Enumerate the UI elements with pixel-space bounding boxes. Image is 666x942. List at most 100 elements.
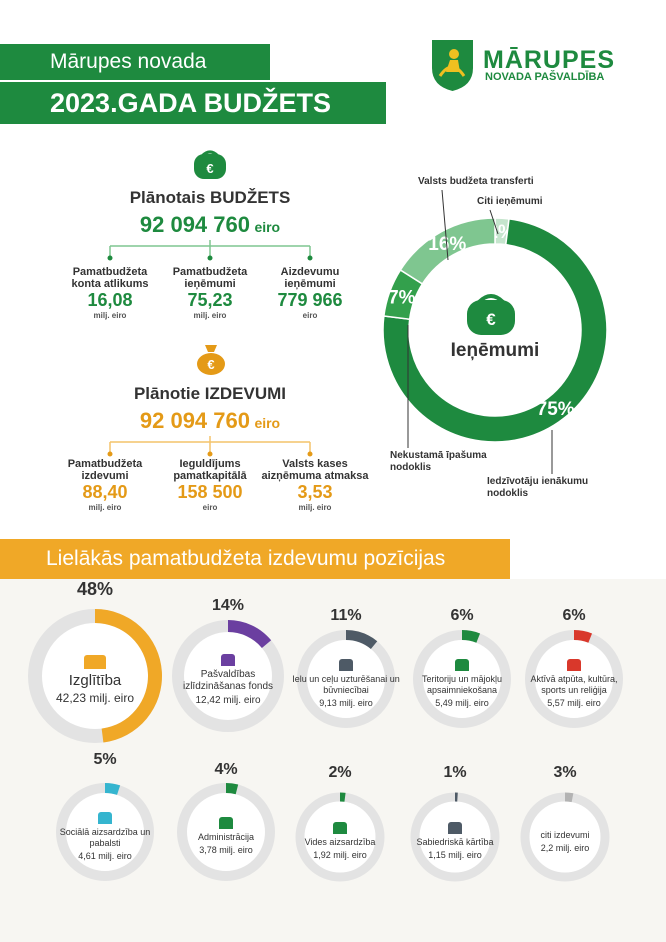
expenses-item: Pamatbudžeta izdevumi 88,40 milj. eiro (67, 458, 143, 512)
expense-ring (295, 792, 385, 882)
slice-label: Iedzīvotāju ienākumu nodoklis (487, 476, 589, 499)
expenses-connector (107, 436, 313, 457)
slice-percent-label: 7% (388, 287, 416, 308)
graduation-cap-icon (84, 655, 106, 669)
expense-value: 1,92 milj. eiro (313, 850, 367, 860)
expense-name: Vides aizsardzība (304, 837, 376, 847)
percent-label: 6% (562, 607, 586, 624)
svg-text:€: € (486, 310, 496, 329)
budget-connector (107, 240, 313, 261)
ring-value-arc (346, 630, 378, 649)
expense-label: Sabiedriskā kārtība 1,15 milj. eiro (405, 822, 505, 860)
svg-text:€: € (206, 161, 213, 176)
revenue-chart-title: Ieņēmumi (450, 340, 540, 361)
svg-text:€: € (207, 357, 214, 372)
percent-label: 1% (443, 764, 467, 781)
expenses-title: Plānotie IZDEVUMI (133, 384, 287, 403)
ring-value-arc (455, 792, 458, 802)
budget-title: Plānotais BUDŽETS (129, 188, 291, 207)
expenses-item: Valsts kases aizņēmuma atmaksa 3,53 milj… (261, 458, 369, 512)
expense-name: Izglītība (68, 672, 122, 689)
budget-item: Aizdevumu ieņēmumi 779 966 eiro (277, 266, 343, 320)
expense-value: 42,23 milj. eiro (55, 691, 135, 705)
section-title: Lielākās pamatbudžeta izdevumu pozīcijas (0, 539, 510, 579)
expenses-unit: eiro (254, 415, 281, 431)
slice-percent-label: 16% (428, 234, 466, 255)
expense-value: 12,42 milj. eiro (195, 695, 261, 706)
slice-label: Citi ieņēmumi (477, 196, 543, 207)
budget-unit: eiro (254, 219, 281, 235)
expense-value: 1,15 milj. eiro (428, 850, 482, 860)
logo-name: MĀRUPES (483, 46, 616, 74)
expense-value: 4,61 milj. eiro (78, 850, 132, 861)
expense-ring (413, 630, 511, 728)
institution-icon (219, 817, 233, 829)
people-icon (98, 811, 112, 824)
expense-ring (177, 783, 275, 881)
header-subtitle: Mārupes novada (0, 44, 270, 80)
slice-percent-label: 75% (537, 399, 575, 420)
ring-value-arc (228, 620, 272, 648)
annotation-leaders (407, 189, 553, 474)
expense-name: Pašvaldības izlīdzināšanas fonds (182, 669, 274, 692)
page-title: 2023.GADA BUDŽETS (0, 82, 386, 124)
expense-ring (520, 792, 610, 882)
expense-ring (297, 630, 395, 728)
percent-label: 2% (328, 764, 352, 781)
expenses-amount-row: 92 094 760 eiro (80, 408, 340, 434)
coat-of-arms-icon (432, 40, 473, 91)
wallet-icon: € (194, 150, 226, 179)
expense-value: 2,2 milj. eiro (540, 842, 590, 853)
budget-item: Pamatbudžeta konta atlikums 16,08 milj. … (71, 266, 149, 320)
buildings-icon (221, 654, 235, 666)
expense-value: 3,78 milj. eiro (199, 845, 253, 855)
expense-label: Teritoriju un mājokļu apsaimniekošana 5,4… (408, 658, 516, 708)
slice-label: Valsts budžeta transferti (418, 176, 534, 187)
expenses-item: Ieguldījums pamatkapitālā 158 500 eiro (173, 458, 247, 512)
expense-label: Vides aizsardzība 1,92 milj. eiro (290, 822, 390, 860)
ring-value-arc (105, 783, 121, 795)
expenses-amount: 92 094 760 (139, 408, 250, 433)
budget-amount: 92 094 760 (139, 212, 250, 237)
expense-rings: 48% Izglītība 42,23 milj. eiro 14% Pašvaldīb… (0, 579, 666, 942)
expense-name: Sociālā aizsardzība un pabalsti (59, 826, 151, 848)
expense-value: 5,49 milj. eiro (435, 697, 489, 708)
road-icon (339, 658, 353, 671)
expense-ring (410, 792, 500, 882)
sprout-icon (333, 822, 347, 834)
logo-subtitle: NOVADA PAŠVALDĪBA (485, 71, 605, 83)
budget-amount-row: 92 094 760 eiro (80, 212, 340, 238)
expense-label: citi izdevumi 2,2 milj. eiro (515, 830, 615, 853)
slice-label: Nekustamā īpašuma nodoklis (390, 450, 487, 473)
expense-label: Izglītība 42,23 milj. eiro (25, 655, 165, 705)
percent-label: 4% (214, 761, 238, 778)
police-icon (448, 822, 462, 834)
ring-value-arc (226, 783, 239, 795)
culture-icon (567, 658, 581, 671)
donut-slice (382, 218, 608, 443)
expense-label: Aktīvā atpūta, kultūra, sports un reliģi… (520, 658, 628, 708)
expense-label: Sociālā aizsardzība un pabalsti 4,61 milj… (51, 811, 159, 861)
expense-value: 5,57 milj. eiro (547, 697, 601, 708)
wallet-icon: € (465, 290, 517, 341)
expense-label: Ielu un ceļu uzturēšanai un būvniecībai 9… (292, 658, 400, 708)
expense-name: Ielu un ceļu uzturēšanai un būvniecībai (292, 673, 400, 695)
expense-label: Pašvaldības izlīdzināšanas fonds 12,42 mi… (168, 654, 288, 706)
ring-value-arc (565, 792, 574, 803)
expense-name: Teritoriju un mājokļu apsaimniekošana (421, 673, 503, 695)
expense-label: Administrācija 3,78 milj. eiro (172, 817, 280, 855)
expense-ring (28, 609, 162, 743)
percent-label: 5% (93, 751, 117, 768)
city-icon (455, 658, 469, 671)
percent-label: 48% (76, 579, 114, 599)
expense-ring (525, 630, 623, 728)
ring-value-arc (462, 630, 481, 643)
percent-label: 6% (450, 607, 474, 624)
ring-value-arc (340, 792, 346, 802)
expense-name: Sabiedriskā kārtība (416, 837, 494, 847)
percent-label: 11% (330, 607, 362, 624)
ring-value-arc (574, 630, 593, 643)
expense-name: Aktīvā atpūta, kultūra, sports un reliģi… (530, 673, 618, 695)
expense-ring (172, 620, 284, 732)
percent-label: 14% (211, 597, 245, 614)
